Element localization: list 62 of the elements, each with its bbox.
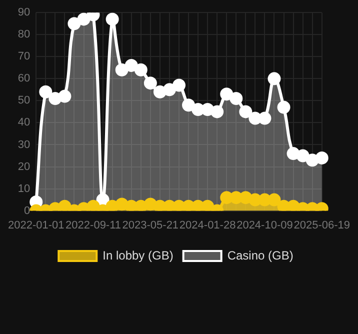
- x-tick-label: 2022-01-01: [8, 219, 64, 232]
- y-tick-label: 70: [18, 50, 30, 63]
- legend-label: In lobby (GB): [102, 248, 174, 262]
- point: [239, 105, 252, 118]
- point: [153, 85, 166, 98]
- x-tick-label: 2024-01-28: [179, 219, 236, 232]
- point: [144, 76, 157, 90]
- y-tick-label: 0: [24, 204, 30, 217]
- point: [124, 58, 138, 72]
- point: [268, 193, 281, 206]
- point: [115, 63, 128, 76]
- point: [39, 85, 52, 98]
- y-tick-label: 50: [18, 94, 30, 107]
- point: [201, 200, 214, 211]
- point: [315, 151, 328, 164]
- x-tick-label: 2025-06-19: [294, 219, 350, 232]
- point: [192, 200, 205, 211]
- point: [58, 200, 72, 211]
- point: [277, 200, 290, 211]
- legend-label: Casino (GB): [227, 248, 294, 262]
- point: [106, 12, 119, 26]
- y-tick-label: 20: [18, 160, 30, 173]
- point: [86, 200, 100, 211]
- point: [201, 103, 214, 116]
- y-tick-label: 30: [18, 138, 30, 151]
- point: [182, 98, 196, 112]
- point: [162, 83, 176, 96]
- point: [286, 200, 300, 211]
- point: [68, 17, 81, 30]
- point: [115, 198, 128, 211]
- point: [48, 92, 62, 105]
- y-tick-label: 60: [18, 72, 30, 85]
- point: [144, 198, 157, 211]
- point: [230, 92, 243, 105]
- point: [172, 200, 186, 211]
- point: [96, 193, 110, 206]
- point: [153, 200, 166, 211]
- point: [286, 147, 300, 160]
- x-tick-label: 2023-05-21: [122, 219, 179, 232]
- point: [258, 112, 272, 125]
- point: [210, 105, 224, 118]
- point: [77, 12, 90, 26]
- y-tick-label: 10: [18, 182, 30, 195]
- point: [134, 200, 148, 211]
- point: [306, 154, 319, 167]
- point: [296, 149, 310, 162]
- point: [134, 63, 148, 76]
- y-tick-label: 90: [18, 6, 30, 19]
- point: [162, 200, 176, 211]
- y-tick-label: 40: [18, 116, 30, 129]
- point: [220, 88, 234, 101]
- point: [277, 100, 290, 114]
- point: [239, 191, 252, 204]
- x-tick-label: 2024-10-09: [236, 219, 293, 232]
- y-tick-label: 80: [18, 28, 30, 41]
- point: [58, 90, 72, 103]
- point: [182, 200, 196, 211]
- point: [172, 78, 186, 92]
- point: [124, 200, 138, 211]
- x-tick-label: 2022-09-11: [66, 219, 122, 232]
- point: [106, 200, 119, 211]
- point: [268, 72, 281, 86]
